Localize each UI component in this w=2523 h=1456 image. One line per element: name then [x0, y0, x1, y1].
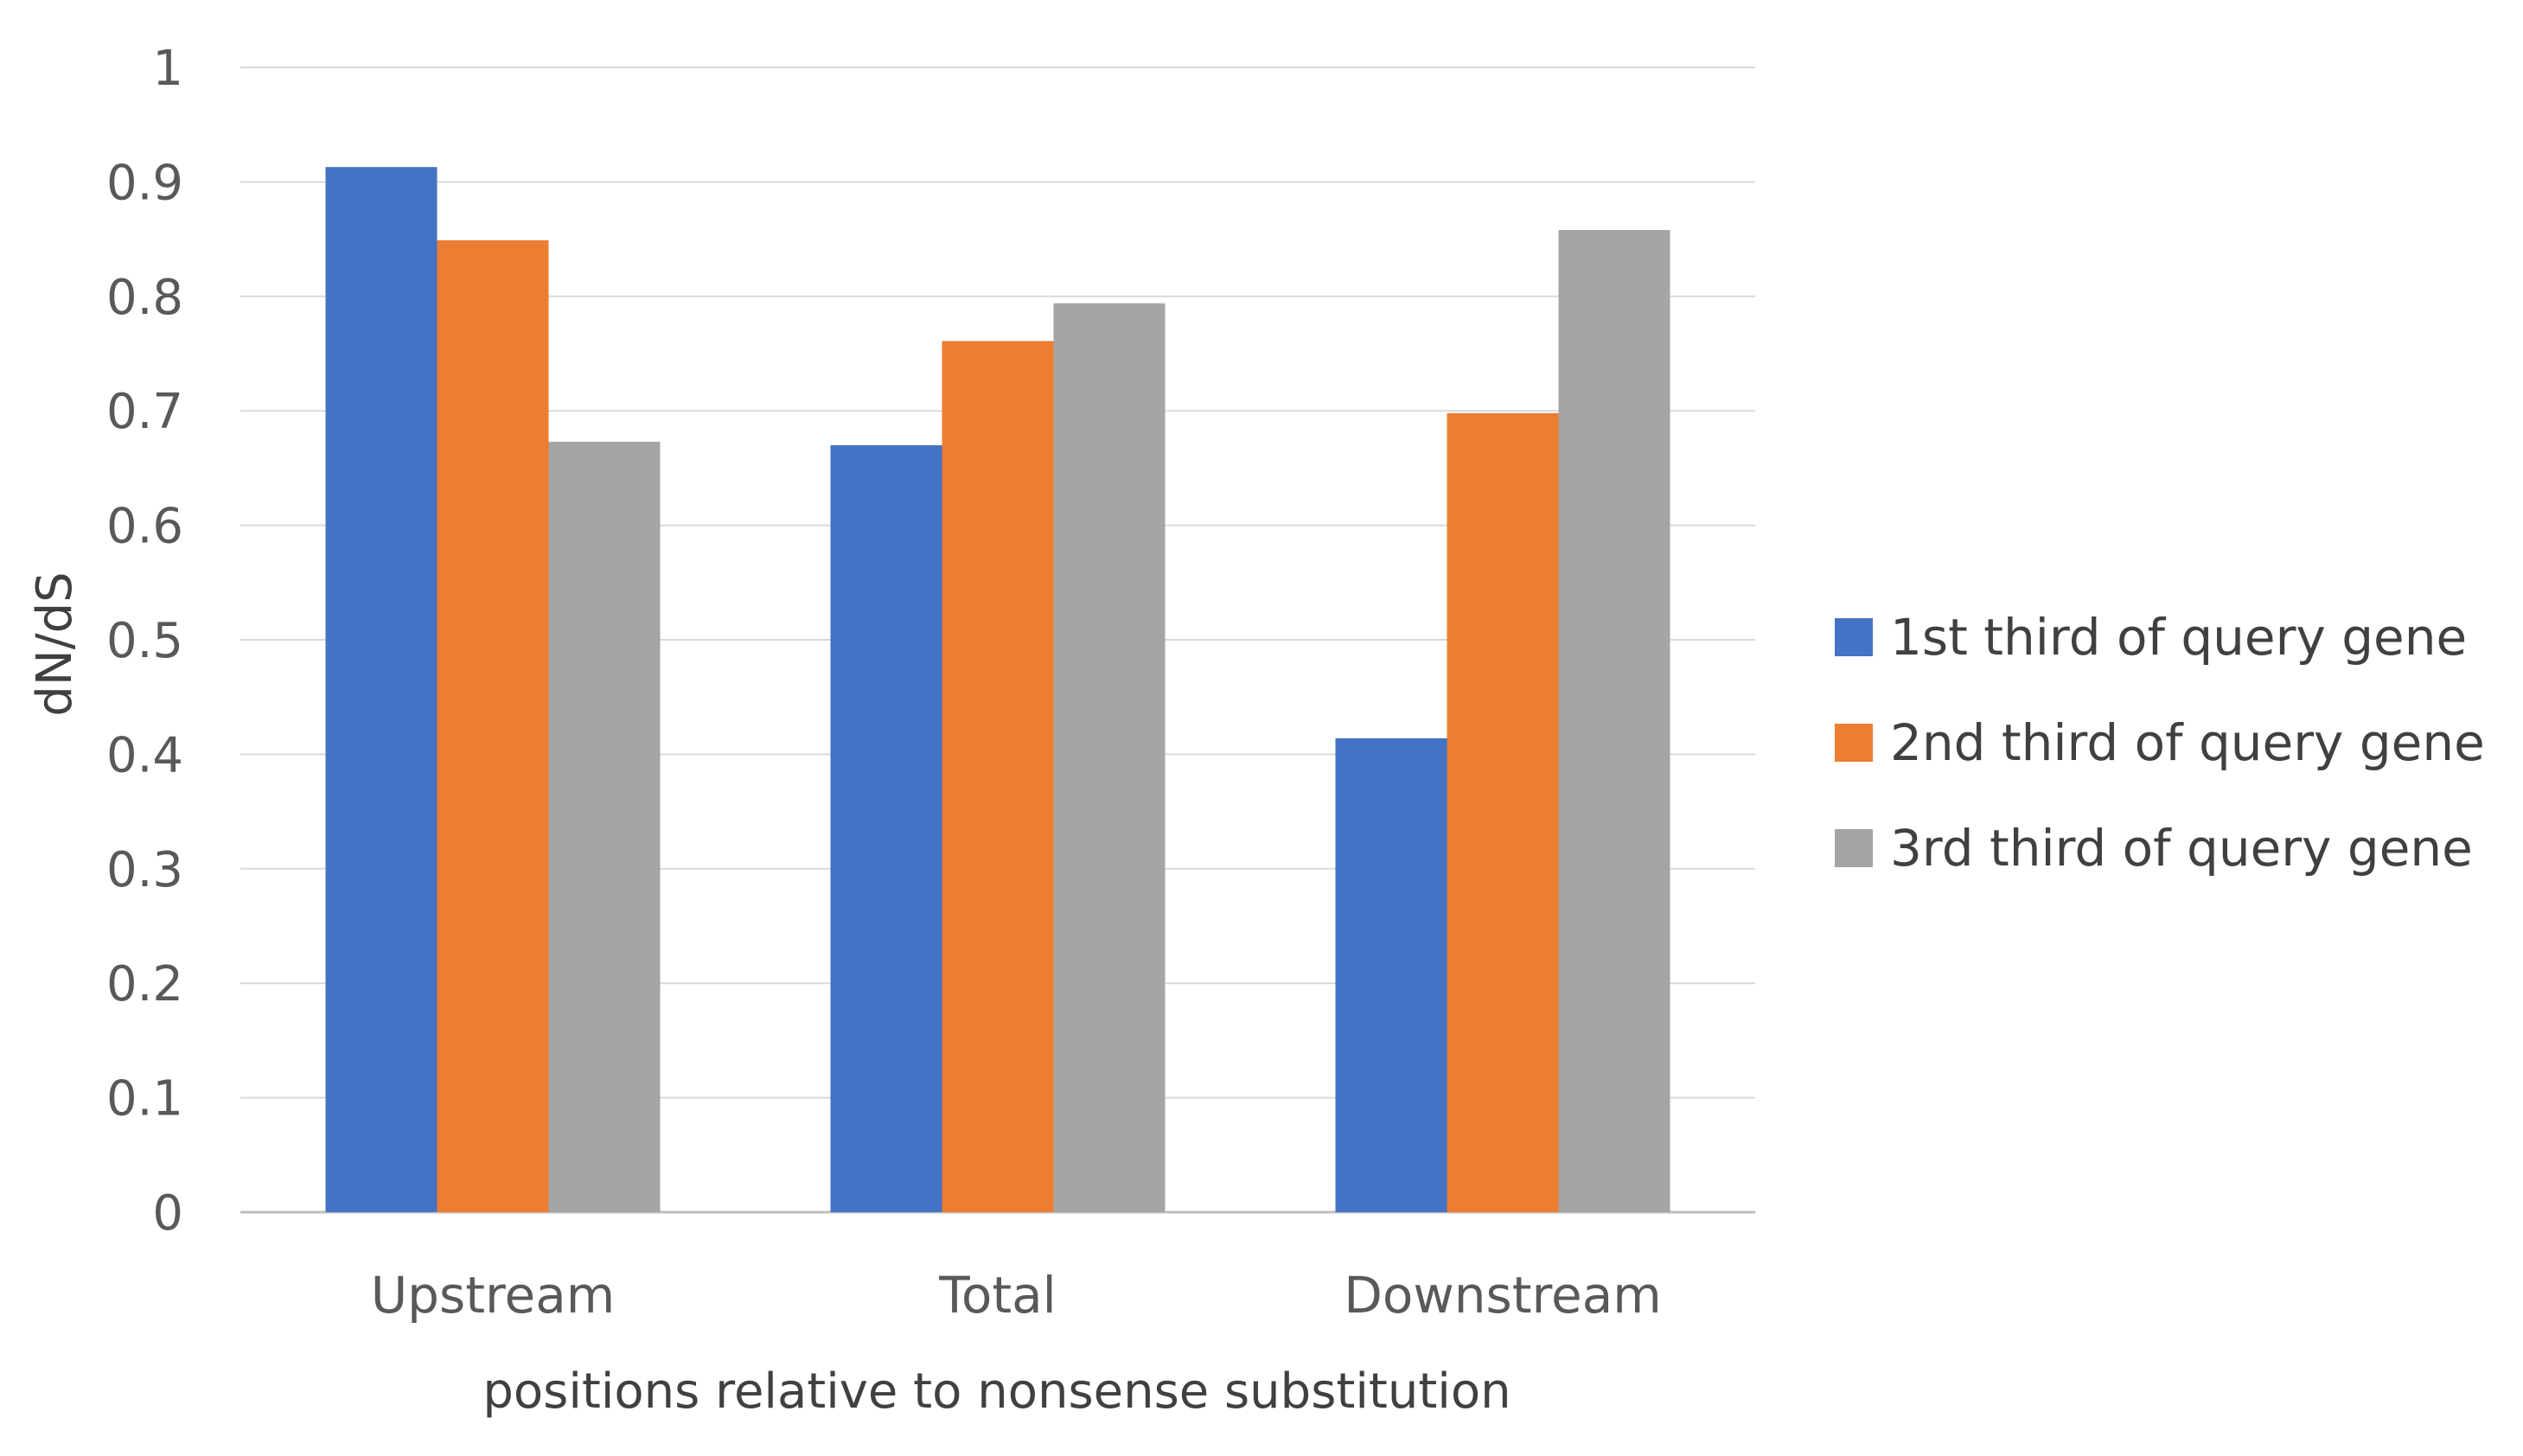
bar [1447, 412, 1559, 1212]
bar [1053, 303, 1166, 1212]
y-axis-ticks: 0 0.1 0.2 0.3 0.4 0.5 0.6 0.7 0.8 0.9 1 [106, 41, 183, 1242]
bar [830, 444, 942, 1212]
y-tick-label: 0.4 [106, 727, 183, 783]
bar [942, 341, 1054, 1212]
y-tick-label: 0.2 [106, 956, 183, 1012]
x-category-label: Total [938, 1266, 1056, 1325]
bar [437, 239, 549, 1212]
x-category-label: Upstream [371, 1266, 616, 1325]
y-tick-label: 0.8 [106, 270, 183, 326]
y-tick-label: 1 [152, 41, 183, 97]
y-tick-label: 0.7 [106, 384, 183, 440]
y-tick-label: 0.6 [106, 499, 183, 555]
bar [325, 167, 438, 1213]
legend-label: 2nd third of query gene [1890, 713, 2485, 772]
x-axis-categories: Upstream Total Downstream [371, 1266, 1662, 1325]
y-axis-title: dN/dS [27, 572, 83, 716]
y-tick-label: 0 [152, 1185, 183, 1242]
bar [1558, 230, 1670, 1212]
bars [325, 167, 1670, 1213]
x-category-label: Downstream [1344, 1266, 1662, 1325]
legend-label: 1st third of query gene [1890, 608, 2467, 667]
x-axis-title: positions relative to nonsense substitut… [482, 1363, 1511, 1420]
y-tick-label: 0.1 [106, 1071, 183, 1127]
legend-label: 3rd third of query gene [1890, 819, 2473, 878]
bar [1335, 738, 1447, 1212]
legend: 1st third of query gene 2nd third of quer… [1835, 608, 2485, 878]
legend-swatch [1835, 724, 1873, 762]
y-tick-label: 0.9 [106, 155, 183, 211]
legend-swatch [1835, 618, 1873, 656]
legend-swatch [1835, 829, 1873, 867]
bar [548, 441, 661, 1212]
y-tick-label: 0.5 [106, 613, 183, 669]
y-tick-label: 0.3 [106, 842, 183, 898]
